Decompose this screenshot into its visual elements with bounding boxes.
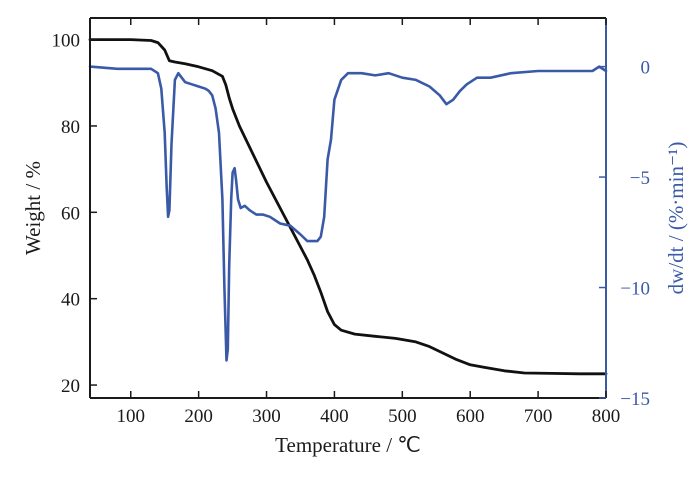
right-y-tick-label: −15 (620, 389, 650, 410)
right-y-axis-title: dw/dt / (%·min⁻¹) (664, 142, 688, 295)
right-y-tick-label: −10 (620, 279, 650, 300)
ticks: 100 200 300 400 500 600 700 800 20 40 60 80 100 0 −5 −1… (52, 18, 651, 427)
x-tick-label: 800 (592, 406, 621, 427)
x-axis-title: Temperature / ℃ (275, 433, 421, 457)
x-tick-label: 600 (456, 406, 485, 427)
left-y-tick-label: 20 (61, 376, 80, 397)
axes (89, 17, 607, 399)
x-tick-label: 100 (116, 406, 145, 427)
x-tick-label: 200 (184, 406, 213, 427)
x-tick-label: 700 (524, 406, 553, 427)
x-tick-label: 300 (252, 406, 281, 427)
left-y-axis-title: Weight / % (21, 161, 45, 255)
left-y-tick-label: 40 (61, 290, 80, 311)
x-tick-label: 500 (388, 406, 417, 427)
x-tick-label: 400 (320, 406, 349, 427)
derivative-series-line (88, 65, 608, 362)
weight-series-line (88, 38, 608, 376)
left-y-tick-label: 80 (61, 117, 80, 138)
left-y-tick-label: 60 (61, 203, 80, 224)
left-y-tick-label: 100 (52, 31, 81, 52)
right-y-tick-label: −5 (630, 168, 650, 189)
right-y-tick-label: 0 (641, 58, 651, 79)
plot-lines (88, 38, 608, 376)
